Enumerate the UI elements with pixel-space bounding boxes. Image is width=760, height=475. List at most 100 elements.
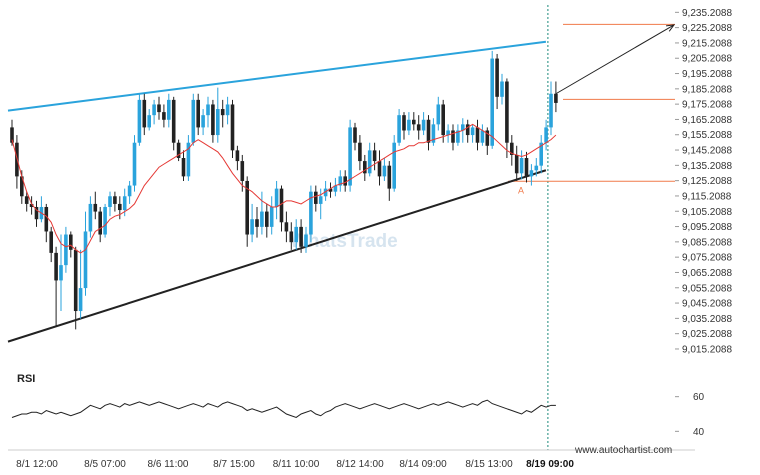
- candle-body: [358, 142, 362, 162]
- candle-body: [103, 206, 107, 235]
- candle: [113, 191, 117, 212]
- candle: [69, 231, 73, 258]
- y-tick-label: 9,155.2088: [682, 130, 732, 141]
- candle: [279, 185, 284, 232]
- candle: [294, 219, 298, 250]
- candle-body: [431, 124, 436, 143]
- candle: [348, 119, 352, 192]
- candle: [127, 180, 132, 204]
- candle-body: [407, 119, 411, 131]
- candle: [39, 196, 44, 223]
- candle-body: [34, 206, 39, 220]
- moving-average-line: [11, 123, 557, 254]
- candle: [367, 142, 372, 177]
- watermark-text: WhatsTrade: [290, 231, 398, 252]
- candle-body: [171, 99, 176, 143]
- x-tick-label: 8/15 13:00: [465, 459, 513, 470]
- candle: [407, 112, 411, 136]
- x-tick-label: 8/7 15:00: [213, 459, 255, 470]
- overlay-lines: A: [7, 5, 676, 450]
- candle: [216, 87, 220, 143]
- rsi-level-label: 40: [693, 427, 705, 438]
- candle: [480, 124, 485, 146]
- candle-body: [524, 158, 529, 177]
- candle: [490, 50, 494, 149]
- x-tick-label: 8/5 07:00: [84, 459, 126, 470]
- candle-body: [328, 188, 333, 192]
- candle-body: [436, 104, 441, 125]
- candle: [554, 81, 558, 113]
- candle: [328, 182, 333, 198]
- candle: [343, 170, 347, 192]
- candle-body: [500, 81, 504, 97]
- y-tick-label: 9,135.2088: [682, 161, 732, 172]
- candle-body: [318, 196, 323, 204]
- y-tick-label: 9,105.2088: [682, 207, 732, 218]
- rsi-panel: RSI 60 40: [11, 373, 705, 438]
- candle: [54, 246, 58, 327]
- x-tick-label: 8/11 10:00: [273, 459, 320, 470]
- candle: [274, 180, 279, 220]
- candle-body: [314, 191, 318, 204]
- candle-body: [225, 104, 230, 116]
- candle: [421, 112, 426, 136]
- candle: [363, 154, 367, 181]
- channel-upper-line: [7, 40, 547, 112]
- candle: [402, 112, 406, 140]
- candle: [475, 119, 480, 151]
- candle-body: [20, 176, 24, 197]
- candle: [220, 99, 225, 128]
- candle: [397, 109, 401, 146]
- candle: [211, 99, 215, 143]
- y-tick-label: 9,185.2088: [682, 84, 732, 95]
- candle-body: [186, 142, 191, 177]
- y-tick-label: 9,205.2088: [682, 54, 732, 65]
- candle: [118, 196, 122, 220]
- y-tick-label: 9,225.2088: [682, 23, 732, 34]
- x-tick-label: 8/1 12:00: [16, 459, 58, 470]
- candle: [323, 180, 328, 201]
- candle: [265, 203, 269, 238]
- candle: [235, 145, 240, 171]
- candle-body: [485, 130, 490, 146]
- x-tick-label: 8/12 14:00: [336, 459, 384, 470]
- candle: [436, 96, 441, 131]
- y-tick-label: 9,045.2088: [682, 299, 732, 310]
- candle-body: [554, 93, 558, 103]
- candle: [147, 109, 151, 131]
- candle: [24, 191, 29, 212]
- candle-body: [343, 176, 347, 186]
- candle-body: [367, 150, 372, 174]
- candle: [544, 119, 548, 151]
- candle-body: [152, 104, 156, 116]
- candle: [500, 73, 504, 105]
- candle-body: [446, 130, 450, 136]
- candle-body: [377, 161, 382, 177]
- candle-body: [64, 234, 68, 266]
- candle: [299, 219, 303, 253]
- y-tick-label: 9,055.2088: [682, 283, 732, 294]
- y-tick-label: 9,165.2088: [682, 115, 732, 126]
- channel-lower-line: [7, 169, 547, 343]
- candle: [456, 124, 460, 146]
- candle-body: [235, 150, 240, 162]
- candle: [250, 203, 254, 243]
- candle-body: [191, 99, 196, 143]
- candle-body: [392, 142, 396, 189]
- candle: [98, 206, 102, 243]
- candle-body: [132, 142, 137, 186]
- candle-body: [265, 211, 269, 227]
- candle-body: [402, 115, 406, 131]
- candle-body: [29, 203, 34, 207]
- candle: [64, 226, 68, 273]
- candle-body: [113, 196, 117, 204]
- candle: [88, 196, 93, 238]
- y-tick-label: 9,085.2088: [682, 237, 732, 248]
- candle-body: [372, 150, 377, 162]
- candle-body: [534, 165, 539, 171]
- candle-body: [510, 142, 514, 155]
- candle-body: [44, 206, 49, 232]
- candle: [451, 124, 455, 151]
- candle-body: [196, 99, 200, 128]
- candle: [93, 191, 98, 220]
